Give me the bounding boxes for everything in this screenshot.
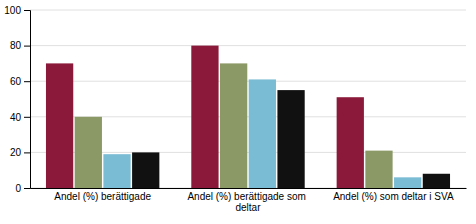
x-tick-label-line: Andel (%) som deltar i SVA (333, 191, 454, 202)
y-tick-label: 80 (10, 40, 22, 51)
x-tick-label-line: Andel (%) berättigade (54, 191, 151, 202)
bar (75, 117, 102, 188)
y-tick-mark (24, 117, 30, 118)
y-tick: 40 (10, 112, 30, 123)
bar-series (103, 79, 421, 188)
y-tick: 80 (10, 40, 30, 51)
y-tick: 60 (10, 76, 30, 87)
x-tick: Andel (%) som deltar i SVA (333, 191, 454, 202)
y-tick-label: 40 (10, 112, 22, 123)
y-tick-mark (24, 152, 30, 153)
y-tick: 0 (15, 183, 30, 194)
y-tick-label: 60 (10, 76, 22, 87)
y-tick-mark (24, 81, 30, 82)
bar (220, 63, 247, 188)
bar (103, 154, 130, 188)
bar (191, 46, 218, 188)
y-tick-label: 100 (4, 5, 21, 16)
grid-line (30, 45, 466, 46)
y-tick-mark (24, 10, 30, 11)
x-tick-label: Andel (%) berättigade (54, 191, 151, 202)
bar (277, 90, 304, 188)
y-tick: 20 (10, 147, 30, 158)
y-tick-mark (24, 46, 30, 47)
x-axis: Andel (%) berättigade Andel (%) berättiga… (31, 189, 467, 214)
bar (423, 174, 450, 188)
bar (394, 177, 421, 188)
y-tick-label: 20 (10, 147, 22, 158)
x-tick: Andel (%) berättigade som deltar (187, 191, 308, 213)
y-tick-label: 0 (15, 183, 21, 194)
x-tick-label-line: Andel (%) berättigade som (187, 191, 308, 202)
bar (249, 79, 276, 188)
y-axis-line (24, 11, 31, 189)
bar-series (132, 90, 450, 188)
plot: 020406080100Andel (%) berättigadeAndel (… (4, 5, 466, 213)
x-axis-line (31, 188, 467, 189)
x-tick-label: Andel (%) berättigade som deltar (187, 191, 308, 213)
x-tick-label-line: deltar (235, 202, 261, 213)
x-tick: Andel (%) berättigade (54, 191, 151, 202)
x-tick-label: Andel (%) som deltar i SVA (333, 191, 454, 202)
bar-series (75, 63, 393, 188)
y-tick: 100 (4, 5, 30, 16)
bar-series (46, 46, 364, 188)
grid-line (30, 81, 466, 82)
chart: 020406080100Andel (%) berättigadeAndel (… (0, 0, 476, 224)
bar (365, 151, 392, 188)
grid (30, 10, 466, 188)
bars (46, 46, 450, 188)
y-axis: 0 20 40 60 80 100 (4, 5, 30, 194)
bar (337, 97, 364, 188)
grid-line (30, 10, 466, 11)
y-tick-mark (24, 188, 30, 189)
bar (132, 152, 159, 188)
bar (46, 63, 73, 188)
